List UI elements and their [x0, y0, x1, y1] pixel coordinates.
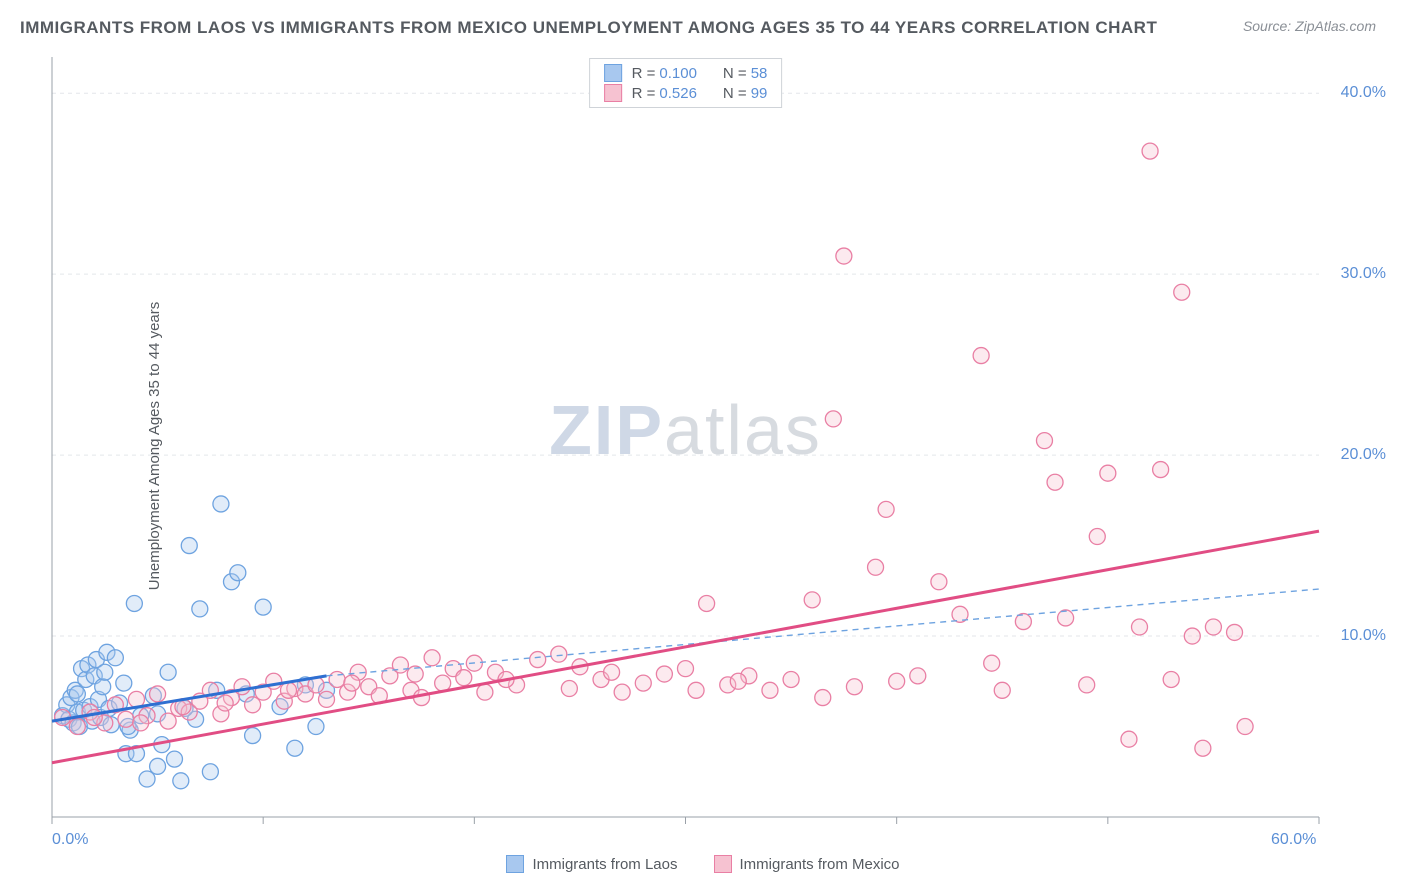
y-tick-label: 30.0%: [1341, 265, 1386, 283]
legend-r-label: R =: [632, 85, 656, 102]
legend-r-value: 0.100: [659, 65, 697, 82]
legend-n-label: N =: [723, 65, 747, 82]
legend-r-value: 0.526: [659, 85, 697, 102]
source-link[interactable]: ZipAtlas.com: [1295, 18, 1376, 34]
legend-row: R =0.100 N =58: [604, 63, 768, 83]
legend-swatch: [506, 855, 524, 873]
legend-n-value: 99: [751, 85, 768, 102]
y-tick-label: 20.0%: [1341, 446, 1386, 464]
chart-title: IMMIGRANTS FROM LAOS VS IMMIGRANTS FROM …: [20, 18, 1157, 38]
legend-n-value: 58: [751, 65, 768, 82]
y-tick-label: 10.0%: [1341, 627, 1386, 645]
y-tick-label: 40.0%: [1341, 84, 1386, 102]
legend-swatch: [604, 84, 622, 102]
series-legend: Immigrants from Laos Immigrants from Mexi…: [0, 855, 1406, 877]
x-tick-label: 0.0%: [52, 831, 88, 849]
series-legend-item: Immigrants from Laos: [506, 855, 677, 873]
correlation-legend: R =0.100 N =58 R =0.526 N =99: [589, 58, 783, 108]
x-tick-label: 60.0%: [1271, 831, 1316, 849]
legend-r-label: R =: [632, 65, 656, 82]
legend-n-label: N =: [723, 85, 747, 102]
scatter-chart: [50, 55, 1321, 837]
legend-swatch: [714, 855, 732, 873]
series-legend-item: Immigrants from Mexico: [714, 855, 900, 873]
source-attribution: Source: ZipAtlas.com: [1243, 18, 1376, 34]
legend-row: R =0.526 N =99: [604, 83, 768, 103]
series-legend-label: Immigrants from Laos: [532, 856, 677, 873]
legend-swatch: [604, 64, 622, 82]
series-legend-label: Immigrants from Mexico: [740, 856, 900, 873]
source-prefix: Source:: [1243, 18, 1295, 34]
plot-area: ZIPatlas R =0.100N =58R =0.526N =99: [50, 55, 1321, 837]
